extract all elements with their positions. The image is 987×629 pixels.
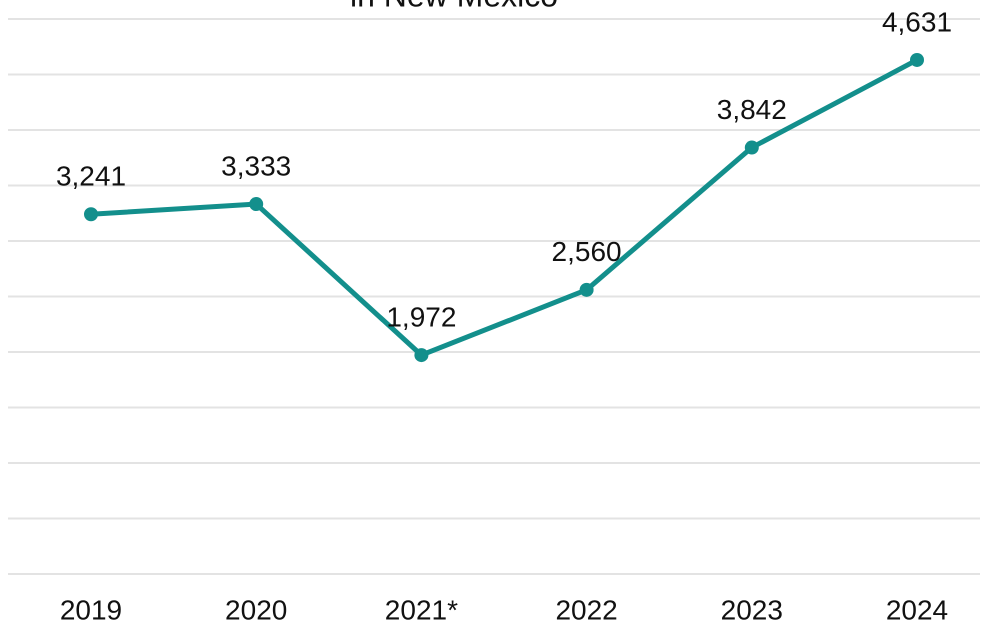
x-tick-label: 2020 bbox=[225, 594, 287, 625]
point bbox=[744, 140, 759, 155]
data-label: 3,842 bbox=[717, 94, 787, 125]
x-tick-label: 2024 bbox=[886, 594, 948, 625]
point bbox=[249, 197, 264, 212]
data-label: 2,560 bbox=[552, 236, 622, 267]
point bbox=[910, 52, 924, 67]
x-tick-label: 2019 bbox=[60, 594, 122, 625]
data-label: 3,333 bbox=[221, 150, 291, 181]
data-label: 1,972 bbox=[386, 301, 456, 332]
data-label: 3,241 bbox=[56, 161, 126, 192]
x-tick-label: 2022 bbox=[555, 594, 617, 625]
data-label: 4,631 bbox=[882, 6, 952, 37]
x-tick-label: 2023 bbox=[721, 594, 783, 625]
point bbox=[84, 207, 98, 222]
x-tick-label: 2021* bbox=[385, 594, 458, 625]
point bbox=[414, 348, 429, 363]
line bbox=[90, 57, 919, 358]
point bbox=[579, 282, 594, 297]
chart-title: in New Mexico bbox=[350, 0, 558, 13]
